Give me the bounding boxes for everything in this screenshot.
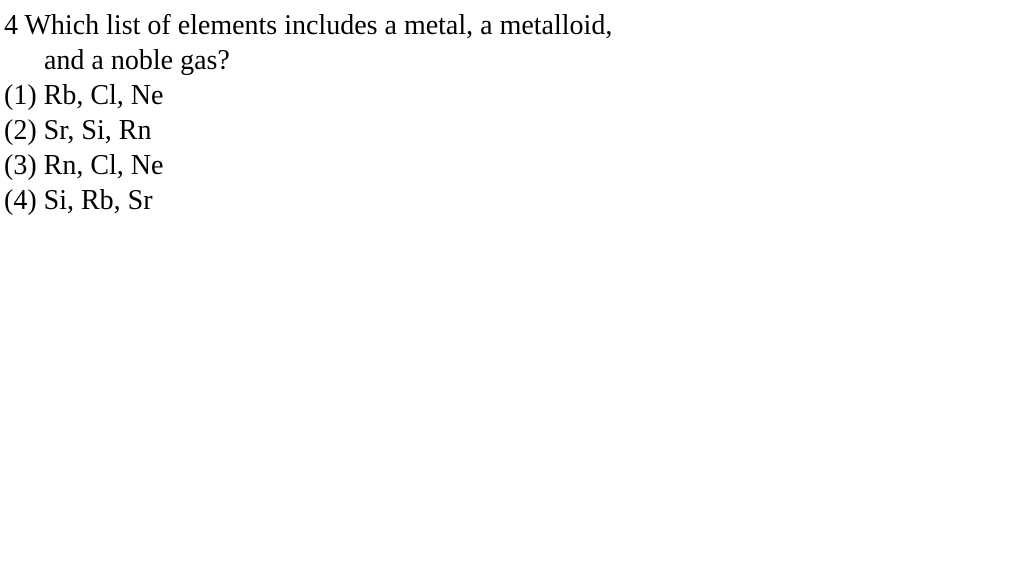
question-text-line-1: 4 Which list of elements includes a meta… [4, 8, 1020, 43]
option-1-text: Rb, Cl, Ne [44, 80, 164, 111]
option-3: (3) Rn, Cl, Ne [4, 148, 1020, 183]
option-3-label: (3) [4, 150, 37, 181]
option-4-text: Si, Rb, Sr [44, 185, 153, 216]
question-text-line-2: and a noble gas? [44, 43, 1020, 78]
question-block: 4 Which list of elements includes a meta… [4, 8, 1020, 218]
option-1: (1) Rb, Cl, Ne [4, 78, 1020, 113]
option-4-label: (4) [4, 185, 37, 216]
option-1-label: (1) [4, 80, 37, 111]
option-4: (4) Si, Rb, Sr [4, 183, 1020, 218]
option-2: (2) Sr, Si, Rn [4, 113, 1020, 148]
option-2-label: (2) [4, 115, 37, 146]
option-2-text: Sr, Si, Rn [44, 115, 152, 146]
option-3-text: Rn, Cl, Ne [44, 150, 164, 181]
